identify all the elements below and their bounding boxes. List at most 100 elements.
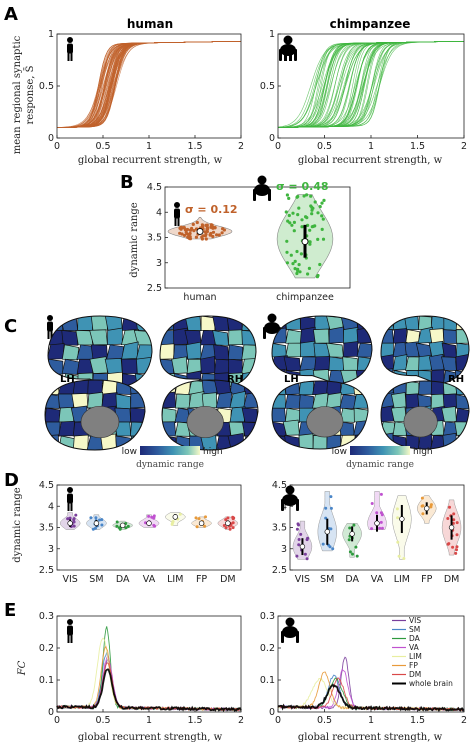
sigmoid-line bbox=[277, 41, 464, 128]
data-point bbox=[310, 212, 314, 216]
x-tick-label: 2 bbox=[238, 715, 244, 726]
sigmoid-line bbox=[57, 41, 241, 128]
sigmoid-line bbox=[278, 41, 464, 128]
legend-label: DM bbox=[409, 670, 421, 679]
brain-region bbox=[87, 380, 103, 395]
sigmoid-line bbox=[57, 41, 241, 128]
data-point bbox=[188, 235, 192, 239]
brain-region bbox=[115, 393, 132, 410]
data-point bbox=[182, 226, 186, 230]
brain-region bbox=[213, 344, 229, 361]
y-tick-label: 2.5 bbox=[272, 565, 287, 576]
panel-a-human: human 0 0.5 1 1.5 2 0 0.5 1 mean regional synap… bbox=[12, 17, 244, 166]
data-point bbox=[152, 514, 156, 518]
panel-a-chimp: chimpanzee 0 0.5 1 1.5 2 0 0.5 1 global recurre… bbox=[260, 17, 467, 166]
data-point bbox=[203, 230, 207, 234]
brain-region bbox=[87, 391, 104, 409]
sigmoid-line bbox=[57, 41, 241, 128]
data-point bbox=[295, 554, 299, 558]
y-tick-label: 4.5 bbox=[272, 480, 287, 491]
sigmoid-line bbox=[278, 41, 464, 128]
sigmoid-line bbox=[57, 41, 241, 128]
brain-region bbox=[418, 381, 433, 395]
y-tick-label: 2.5 bbox=[39, 565, 54, 576]
data-point bbox=[180, 232, 184, 236]
y-tick-label: 3.5 bbox=[39, 523, 54, 534]
brain-region bbox=[173, 316, 188, 331]
x-axis-label-e-human: global recurrent strength, w bbox=[78, 732, 223, 743]
colorbar-high-label: high bbox=[203, 447, 223, 457]
data-point bbox=[311, 206, 315, 210]
brain-region bbox=[283, 356, 301, 372]
medial-wall bbox=[403, 406, 438, 438]
brain-region bbox=[455, 342, 469, 358]
data-point bbox=[321, 217, 325, 221]
y-tick-label: 3 bbox=[48, 544, 54, 555]
data-point bbox=[191, 222, 195, 226]
brain-region bbox=[392, 328, 407, 344]
sigmoid-line bbox=[57, 41, 241, 128]
category-label: DA bbox=[345, 574, 359, 585]
sigma-annotation-human: σ = 0.12 bbox=[185, 203, 238, 216]
sigmoid-line bbox=[277, 41, 464, 128]
data-point bbox=[124, 526, 128, 530]
y-tick-label: 1 bbox=[269, 29, 275, 40]
x-tick-label: 1 bbox=[368, 715, 374, 726]
data-point bbox=[297, 538, 301, 541]
sigmoid-line bbox=[56, 41, 241, 128]
data-point bbox=[147, 514, 151, 518]
data-point bbox=[300, 225, 304, 229]
sigmoid-line bbox=[278, 41, 464, 128]
data-point bbox=[297, 263, 301, 267]
brain-region bbox=[201, 380, 218, 395]
data-point bbox=[200, 237, 204, 241]
sigmoid-line bbox=[278, 41, 464, 128]
brain-region bbox=[312, 435, 328, 449]
sigmoid-line bbox=[56, 41, 241, 128]
data-point bbox=[115, 520, 119, 524]
brain-region bbox=[442, 393, 457, 409]
y-tick-label: 3 bbox=[156, 258, 162, 269]
brain-region bbox=[392, 354, 408, 371]
sigmoid-line bbox=[57, 41, 241, 128]
y-axis-label-line1: mean regional synaptic bbox=[12, 35, 23, 154]
x-tick-label: 0.5 bbox=[317, 715, 332, 726]
data-point bbox=[231, 521, 235, 525]
data-point bbox=[144, 521, 147, 525]
sigmoid-line bbox=[57, 41, 241, 128]
panel-c: LH RH LH RH low high dynamic range low h… bbox=[44, 313, 470, 470]
brain-region bbox=[173, 327, 188, 346]
brain-region bbox=[72, 434, 89, 450]
sigmoid-line bbox=[57, 41, 241, 128]
data-point bbox=[195, 220, 199, 225]
sigmoid-line bbox=[278, 41, 464, 128]
data-point bbox=[299, 532, 303, 536]
chimp-silhouette-icon-d bbox=[281, 485, 299, 511]
data-point bbox=[355, 554, 359, 558]
category-label: SM bbox=[320, 574, 334, 585]
brain-region bbox=[314, 356, 331, 371]
median-marker bbox=[196, 228, 204, 235]
data-point bbox=[285, 239, 289, 243]
y-tick-label: 2.5 bbox=[147, 283, 162, 294]
data-point bbox=[318, 205, 322, 209]
y-tick-label: 0.2 bbox=[260, 643, 275, 654]
data-point bbox=[348, 550, 352, 554]
data-point bbox=[324, 506, 328, 510]
y-axis-label-b: dynamic range bbox=[129, 202, 140, 277]
sigmoid-line bbox=[278, 41, 464, 128]
data-point bbox=[318, 262, 322, 267]
sigmoid-line bbox=[277, 41, 464, 128]
sigmoid-line bbox=[56, 41, 241, 128]
brain-region bbox=[90, 316, 108, 331]
legend-label: whole brain bbox=[409, 679, 453, 688]
brain-region bbox=[212, 316, 229, 332]
x-axis-label-e-chimp: global recurrent strength, w bbox=[298, 732, 443, 743]
data-point bbox=[231, 526, 235, 530]
data-point bbox=[402, 557, 406, 560]
x-axis-label-a-human: global recurrent strength, w bbox=[78, 155, 223, 166]
data-point bbox=[306, 536, 310, 540]
sigmoid-line bbox=[57, 41, 241, 128]
data-point bbox=[311, 224, 315, 228]
data-point bbox=[222, 524, 226, 527]
